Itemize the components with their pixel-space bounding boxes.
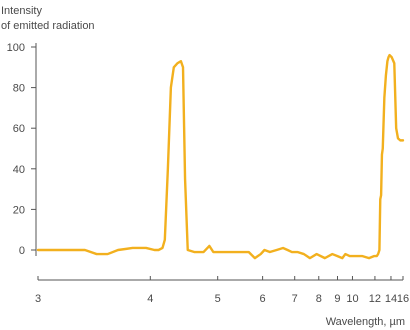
y-tick-label-80: 80	[13, 83, 25, 95]
x-tick-label-5: 5	[215, 293, 221, 305]
x-tick-label-4: 4	[147, 293, 153, 305]
x-tick-label-6: 6	[260, 293, 266, 305]
x-tick-label-3: 3	[35, 293, 41, 305]
x-tick-label-16: 16	[397, 293, 409, 305]
y-tick-label-0: 0	[19, 245, 25, 257]
series-line-intensity	[36, 53, 405, 260]
y-axis-title-line-1: Intensity	[1, 5, 42, 17]
y-tick-label-100: 100	[7, 42, 25, 54]
x-tick-label-9: 9	[334, 293, 340, 305]
x-tick-label-7: 7	[292, 293, 298, 305]
y-tick-label-60: 60	[13, 123, 25, 135]
x-tick-label-14: 14	[385, 293, 397, 305]
y-axis-title-line-2: of emitted radiation	[1, 20, 95, 32]
x-axis-ticks: 3 4 5 6 7 8 9 10 12 14 16	[35, 276, 409, 305]
x-tick-label-12: 12	[369, 293, 381, 305]
y-tick-label-20: 20	[13, 204, 25, 216]
y-tick-label-40: 40	[13, 164, 25, 176]
x-axis-title: Wavelength, µm	[326, 316, 405, 328]
x-tick-label-10: 10	[346, 293, 358, 305]
y-axis-ticks: 0 20 40 60 80 100	[7, 42, 36, 257]
x-tick-label-8: 8	[316, 293, 322, 305]
